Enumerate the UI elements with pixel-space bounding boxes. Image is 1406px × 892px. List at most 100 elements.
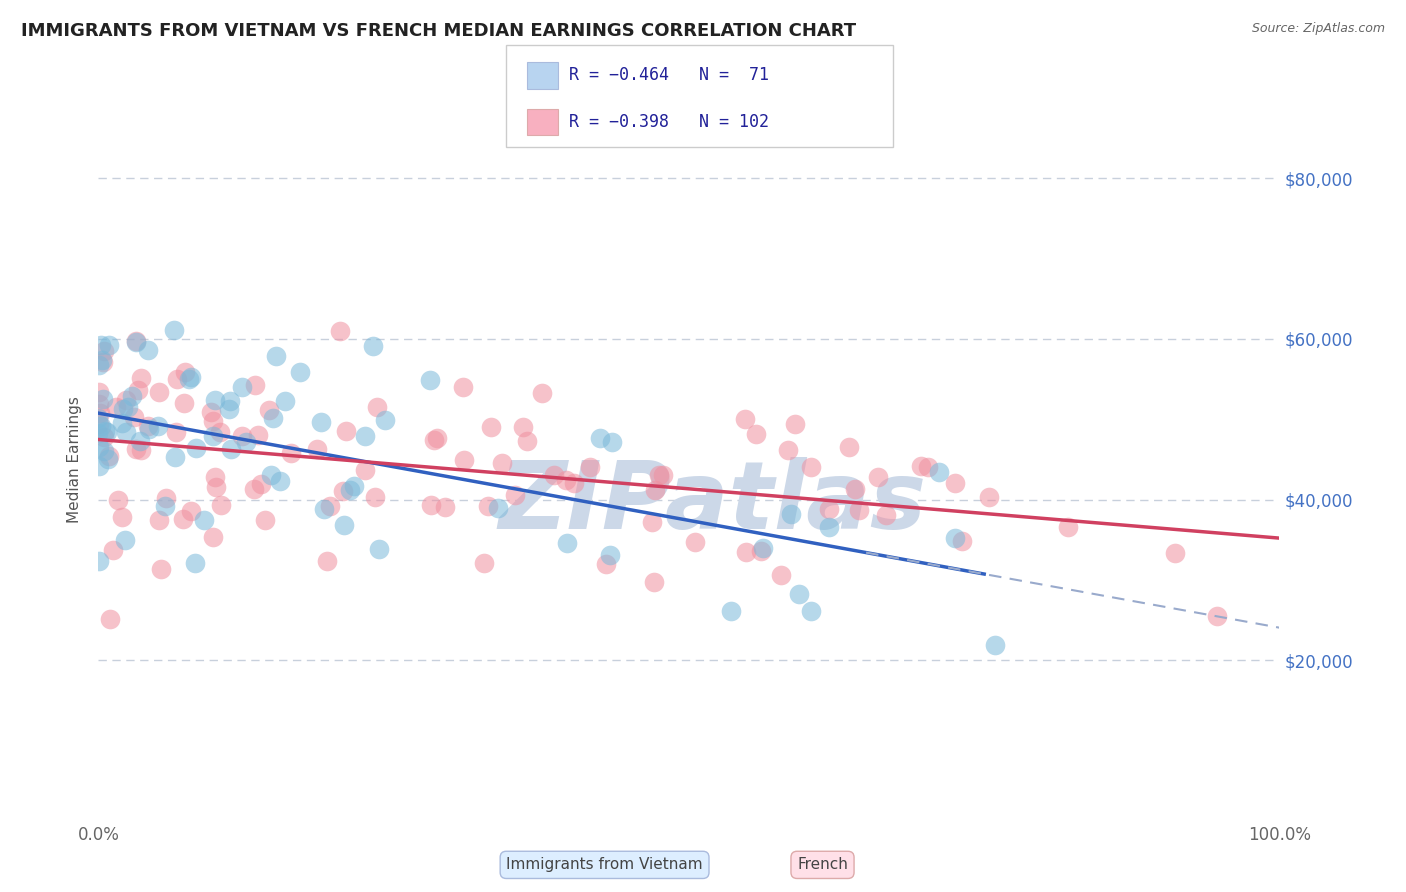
Point bbox=[751, 541, 773, 555]
Point bbox=[231, 379, 253, 393]
Point bbox=[247, 428, 270, 442]
Point bbox=[166, 372, 188, 386]
Point bbox=[264, 349, 287, 363]
Point bbox=[354, 429, 377, 443]
Point bbox=[319, 499, 342, 513]
Point bbox=[136, 343, 159, 357]
Point bbox=[643, 574, 665, 589]
Point bbox=[749, 543, 772, 558]
Point bbox=[89, 406, 111, 420]
Point bbox=[844, 482, 866, 496]
Point bbox=[783, 417, 806, 432]
Point bbox=[89, 554, 111, 568]
Point bbox=[339, 483, 361, 497]
Point bbox=[219, 442, 242, 457]
Point bbox=[90, 337, 112, 351]
Point bbox=[177, 371, 200, 385]
Point bbox=[578, 459, 600, 474]
Point bbox=[146, 418, 169, 433]
Point bbox=[173, 395, 195, 409]
Point bbox=[209, 499, 232, 513]
Point bbox=[254, 513, 277, 527]
Point bbox=[257, 402, 280, 417]
Point bbox=[778, 442, 800, 457]
Point bbox=[312, 501, 335, 516]
Point bbox=[641, 515, 664, 529]
Point bbox=[343, 479, 366, 493]
Point bbox=[104, 401, 127, 415]
Point bbox=[125, 442, 148, 456]
Point bbox=[98, 450, 121, 464]
Point bbox=[163, 323, 186, 337]
Point bbox=[364, 490, 387, 504]
Point bbox=[735, 545, 758, 559]
Point bbox=[129, 434, 152, 448]
Point bbox=[114, 392, 136, 407]
Point bbox=[127, 383, 149, 397]
Point bbox=[184, 556, 207, 570]
Point bbox=[780, 507, 803, 521]
Point bbox=[93, 430, 115, 444]
Point bbox=[800, 603, 823, 617]
Point bbox=[87, 410, 110, 425]
Point bbox=[111, 417, 134, 431]
Point bbox=[305, 442, 328, 457]
Text: IMMIGRANTS FROM VIETNAM VS FRENCH MEDIAN EARNINGS CORRELATION CHART: IMMIGRANTS FROM VIETNAM VS FRENCH MEDIAN… bbox=[21, 22, 856, 40]
Point bbox=[554, 473, 576, 487]
Point bbox=[875, 508, 897, 523]
Point bbox=[531, 385, 554, 400]
Point bbox=[87, 385, 110, 400]
Point bbox=[720, 604, 742, 618]
Point bbox=[366, 401, 388, 415]
Point bbox=[512, 420, 534, 434]
Point bbox=[129, 442, 152, 457]
Point bbox=[235, 434, 257, 449]
Point bbox=[420, 498, 443, 512]
Point bbox=[93, 355, 115, 369]
Point bbox=[129, 371, 152, 385]
Point bbox=[149, 561, 172, 575]
Point bbox=[950, 534, 973, 549]
Point bbox=[451, 379, 474, 393]
Point bbox=[93, 443, 115, 458]
Point bbox=[419, 373, 441, 387]
Point bbox=[734, 412, 756, 426]
Point bbox=[503, 488, 526, 502]
Point bbox=[155, 491, 177, 505]
Point bbox=[89, 458, 111, 473]
Point bbox=[309, 415, 332, 429]
Text: R = −0.398   N = 102: R = −0.398 N = 102 bbox=[569, 113, 769, 131]
Point bbox=[98, 612, 121, 626]
Point bbox=[125, 335, 148, 350]
Point bbox=[243, 378, 266, 392]
Point bbox=[333, 517, 356, 532]
Point bbox=[374, 413, 396, 427]
Point bbox=[368, 541, 391, 556]
Point bbox=[90, 419, 112, 434]
Point bbox=[165, 450, 187, 464]
Point bbox=[148, 513, 170, 527]
Point bbox=[155, 499, 177, 513]
Point bbox=[910, 458, 932, 473]
Point bbox=[138, 422, 160, 436]
Point bbox=[205, 480, 228, 494]
Point bbox=[943, 476, 966, 491]
Point bbox=[243, 482, 266, 496]
Point bbox=[1164, 546, 1187, 560]
Point bbox=[787, 587, 810, 601]
Point bbox=[838, 440, 860, 454]
Point bbox=[273, 394, 295, 409]
Point bbox=[363, 339, 385, 353]
Point bbox=[977, 490, 1000, 504]
Point bbox=[117, 400, 139, 414]
Point bbox=[589, 431, 612, 445]
Point bbox=[868, 469, 890, 483]
Point bbox=[165, 425, 187, 439]
Point bbox=[250, 476, 273, 491]
Point bbox=[472, 556, 495, 570]
Point bbox=[87, 358, 110, 372]
Point bbox=[172, 512, 194, 526]
Point bbox=[477, 499, 499, 513]
Point bbox=[848, 502, 870, 516]
Point bbox=[180, 504, 202, 518]
